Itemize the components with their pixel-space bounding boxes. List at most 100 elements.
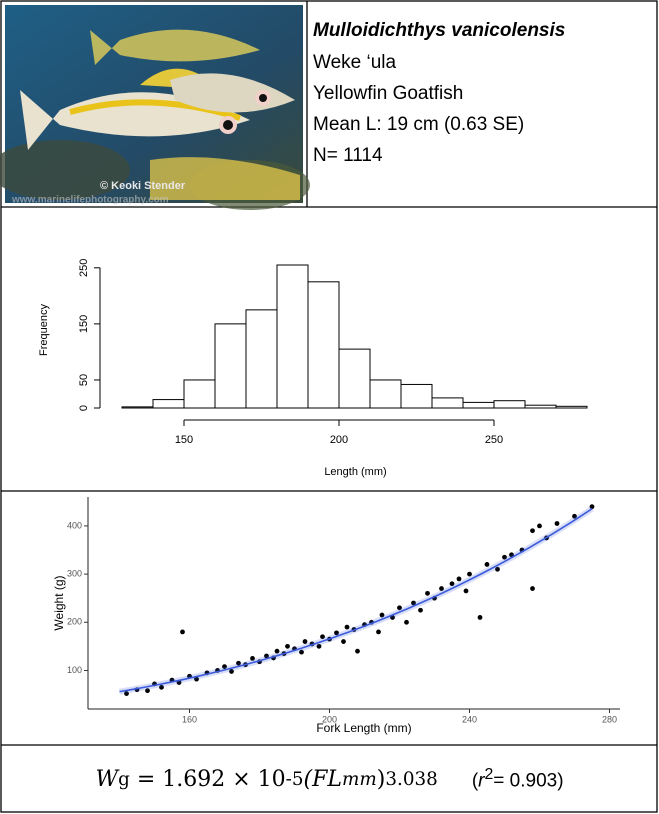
point [194,676,199,682]
x-tick-label: 240 [462,714,477,724]
formula-coef: 1.692 [162,766,226,792]
point [229,669,234,674]
point [404,619,409,625]
point [341,639,346,644]
point [530,528,535,534]
point [411,600,416,606]
r-squared: (r2= 0.903) [472,766,564,792]
formula-var: (FL [303,766,342,792]
bar [555,405,588,409]
r2-value: 0.903 [509,770,558,792]
bar [183,379,216,409]
formula-equals: = [136,766,156,792]
point [236,660,241,666]
bar [493,400,526,409]
bar [276,264,309,409]
y-tick-label: 250 [78,259,90,277]
y-tick-label: 0 [78,405,90,411]
point [334,630,339,636]
fish-photo: © Keoki Stender www.marinelifephotograph… [0,5,310,210]
r2-eq: = [493,770,510,792]
point [449,581,455,587]
point [159,684,164,690]
r2-open: ( [471,770,479,792]
r2-symbol: r [478,770,485,792]
point [285,643,290,649]
x-tick-label: 150 [175,434,193,446]
x-tick-label: 200 [330,434,348,446]
point [509,552,514,558]
bar [462,401,495,409]
y-tick-label: 300 [67,568,82,578]
local-name: Weke ‘ula [313,52,397,73]
point [397,605,402,611]
formula-var-sub: mm [341,768,377,790]
point [530,586,535,591]
r2-sup: 2 [484,765,494,783]
histogram: 150 200 250 0 50 150 250 Length (mm) Frequency [38,259,588,478]
y-axis-title: Weight (g) [52,575,66,630]
x-axis-title: Fork Length (mm) [316,721,411,735]
point [302,639,308,644]
bar [369,379,402,409]
y-tick-label: 150 [78,315,90,333]
formula-lhs: W [95,766,119,792]
x-tick-label: 250 [485,434,503,446]
bar [524,404,557,409]
point [495,566,500,572]
point [222,664,227,669]
photo-url: www.marinelifephotography.com [11,195,169,206]
point [376,629,381,635]
point [145,688,150,694]
point [250,656,255,661]
point [299,649,304,655]
y-tick-label: 100 [67,665,82,675]
formula-times: × 10 [232,766,286,792]
bar [338,348,371,409]
bar [214,323,247,409]
point [316,643,322,649]
y-axis-title: Frequency [38,304,50,356]
bar [245,309,278,409]
x-axis-title: Length (mm) [324,466,386,478]
bar [431,397,464,409]
point [180,629,185,635]
y-tick-label: 400 [67,520,82,530]
x-tick-label: 200 [322,714,337,724]
point [537,523,542,529]
point [124,691,129,696]
mean-length: Mean L: 19 cm (0.63 SE) [313,114,524,135]
point [379,612,385,618]
point [554,521,560,526]
y-tick-label: 200 [67,617,82,627]
point [484,562,490,567]
point [344,624,350,630]
point [467,571,472,577]
formula-power: 3.038 [385,768,438,790]
point [463,588,469,594]
bar [400,383,433,409]
scatter-plot: 160 200 240 280 100 200 300 400 Fork Length (mm)… [52,497,620,735]
x-tick-label: 160 [182,714,197,724]
point [502,554,507,560]
common-name: Yellowfin Goatfish [313,83,463,104]
formula-exp: -5 [285,768,304,790]
bar [121,406,154,409]
point [456,576,462,582]
point [418,607,423,613]
point [439,586,444,591]
point [320,634,325,640]
point [425,590,430,596]
r2-close: ) [557,770,564,792]
photo-credit: © Keoki Stender [100,180,186,192]
bar [152,399,185,409]
point [264,653,269,659]
point [572,513,577,519]
bar [307,281,340,409]
point [274,648,280,654]
point [589,504,595,510]
